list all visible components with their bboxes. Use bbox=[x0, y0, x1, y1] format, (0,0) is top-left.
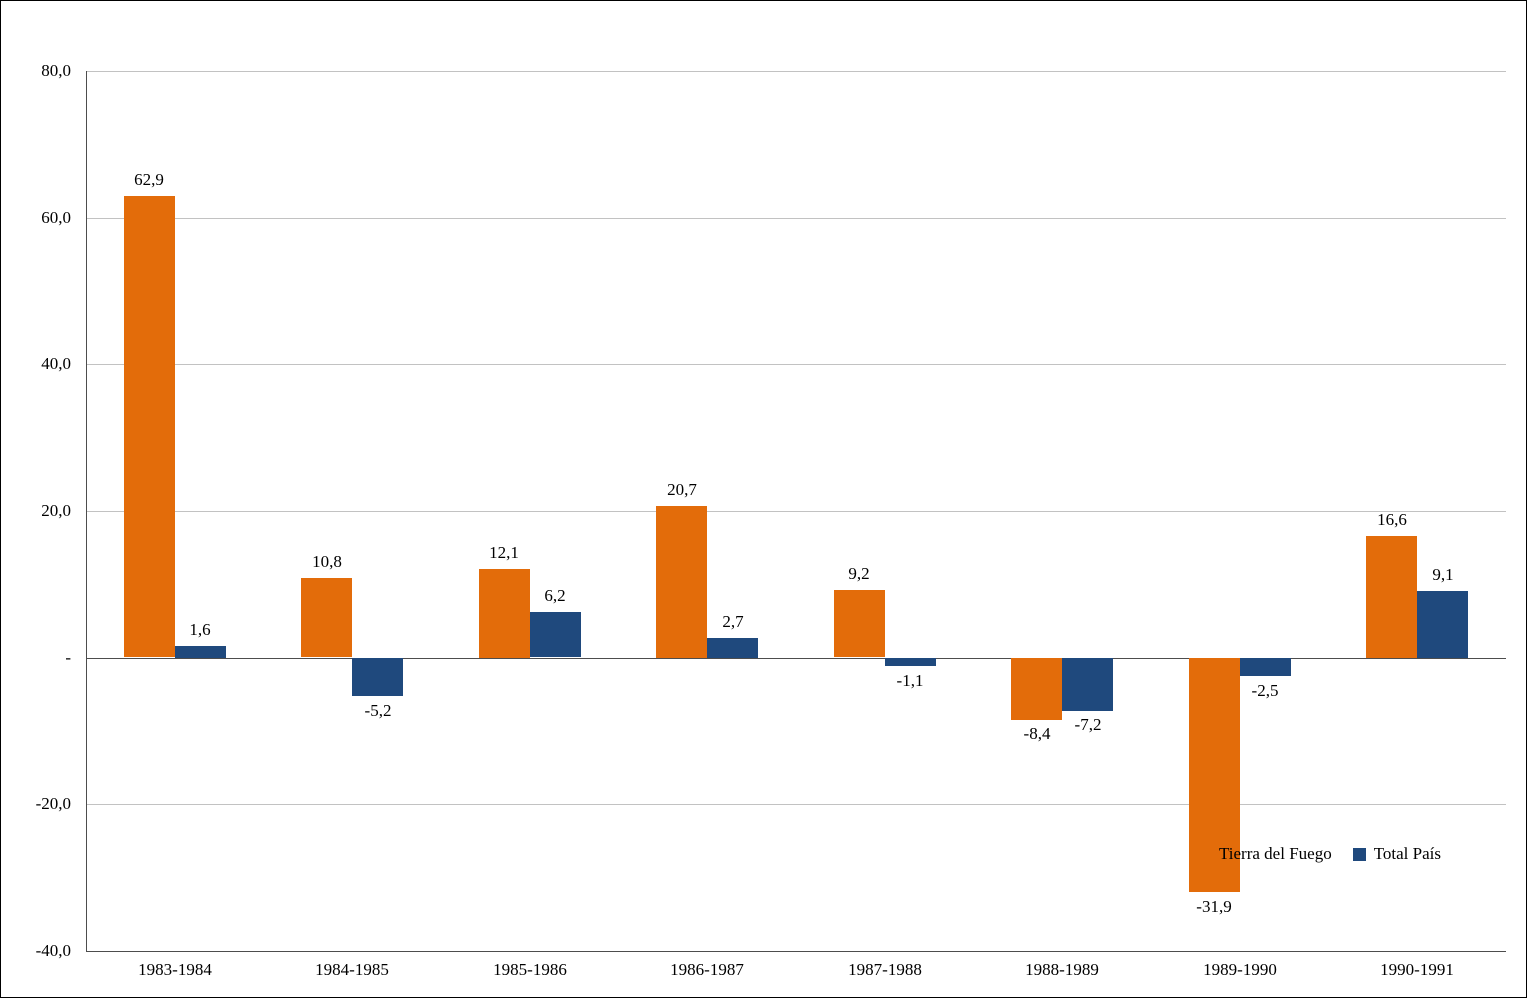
x-axis-category-label: 1990-1991 bbox=[1380, 960, 1454, 979]
bar-total-pais-1987-1988 bbox=[885, 658, 936, 666]
legend-label-total-pais: Total País bbox=[1373, 844, 1441, 863]
bar-value-label: 6,2 bbox=[544, 586, 566, 605]
y-axis-line bbox=[86, 71, 87, 951]
bar-value-label: -31,9 bbox=[1196, 897, 1232, 916]
bar-tierra-del-fuego-1983-1984 bbox=[124, 196, 175, 657]
bar-tierra-del-fuego-1988-1989 bbox=[1011, 658, 1062, 720]
x-axis-zero-line bbox=[86, 658, 1506, 659]
gridline bbox=[86, 951, 1506, 952]
bar-value-label: -2,5 bbox=[1251, 681, 1279, 700]
bar-value-label: -5,2 bbox=[364, 701, 392, 720]
x-axis-category-label: 1989-1990 bbox=[1203, 960, 1277, 979]
y-axis-tick-label: 80,0 bbox=[41, 61, 71, 80]
bar-total-pais-1983-1984 bbox=[175, 646, 226, 658]
legend-label-tierra-del-fuego: Tierra del Fuego bbox=[1219, 844, 1332, 863]
bar-value-label: 10,8 bbox=[312, 552, 342, 571]
x-axis-category-label: 1985-1986 bbox=[493, 960, 567, 979]
bar-total-pais-1984-1985 bbox=[352, 658, 403, 696]
bar-tierra-del-fuego-1986-1987 bbox=[656, 506, 707, 658]
gridline bbox=[86, 804, 1506, 805]
bar-value-label: 12,1 bbox=[489, 543, 519, 562]
bar-value-label: -1,1 bbox=[896, 671, 924, 690]
bar-total-pais-1988-1989 bbox=[1062, 658, 1113, 711]
legend-item-total-pais: Total País bbox=[1352, 844, 1441, 864]
bar-tierra-del-fuego-1990-1991 bbox=[1366, 536, 1417, 658]
legend-marker-tierra-del-fuego bbox=[1198, 847, 1211, 861]
x-axis-category-label: 1986-1987 bbox=[670, 960, 744, 979]
gridline bbox=[86, 364, 1506, 365]
bar-tierra-del-fuego-1985-1986 bbox=[479, 569, 530, 658]
bar-value-label: -8,4 bbox=[1023, 724, 1051, 743]
bar-value-label: 9,1 bbox=[1432, 565, 1454, 584]
legend: Tierra del Fuego Total País bbox=[1198, 843, 1441, 865]
legend-item-tierra-del-fuego: Tierra del Fuego bbox=[1198, 844, 1332, 864]
x-axis-category-label: 1984-1985 bbox=[315, 960, 389, 979]
x-axis-category-label: 1983-1984 bbox=[138, 960, 212, 979]
bar-total-pais-1989-1990 bbox=[1240, 658, 1291, 676]
bar-tierra-del-fuego-1989-1990 bbox=[1189, 658, 1240, 892]
x-axis-category-label: 1987-1988 bbox=[848, 960, 922, 979]
bar-value-label: 20,7 bbox=[667, 480, 697, 499]
bar-tierra-del-fuego-1984-1985 bbox=[301, 578, 352, 657]
y-axis-tick-label: -40,0 bbox=[35, 941, 71, 960]
y-axis-tick-label: 20,0 bbox=[41, 501, 71, 520]
legend-marker-total-pais bbox=[1352, 847, 1366, 861]
bar-tierra-del-fuego-1987-1988 bbox=[834, 590, 885, 657]
y-axis-tick-label: -20,0 bbox=[35, 794, 71, 813]
bar-total-pais-1986-1987 bbox=[707, 638, 758, 658]
bar-total-pais-1990-1991 bbox=[1417, 591, 1468, 658]
bar-value-label: -7,2 bbox=[1074, 715, 1102, 734]
bar-value-label: 1,6 bbox=[189, 620, 211, 639]
gridline bbox=[86, 218, 1506, 219]
bar-value-label: 9,2 bbox=[848, 564, 870, 583]
bar-total-pais-1985-1986 bbox=[530, 612, 581, 657]
y-axis-tick-label: - bbox=[65, 648, 71, 667]
gridline bbox=[86, 71, 1506, 72]
y-axis-tick-label: 60,0 bbox=[41, 208, 71, 227]
bar-value-label: 62,9 bbox=[134, 170, 164, 189]
y-axis-tick-label: 40,0 bbox=[41, 354, 71, 373]
gridline bbox=[86, 511, 1506, 512]
bar-value-label: 16,6 bbox=[1377, 510, 1407, 529]
x-axis-category-label: 1988-1989 bbox=[1025, 960, 1099, 979]
bar-value-label: 2,7 bbox=[722, 612, 744, 631]
